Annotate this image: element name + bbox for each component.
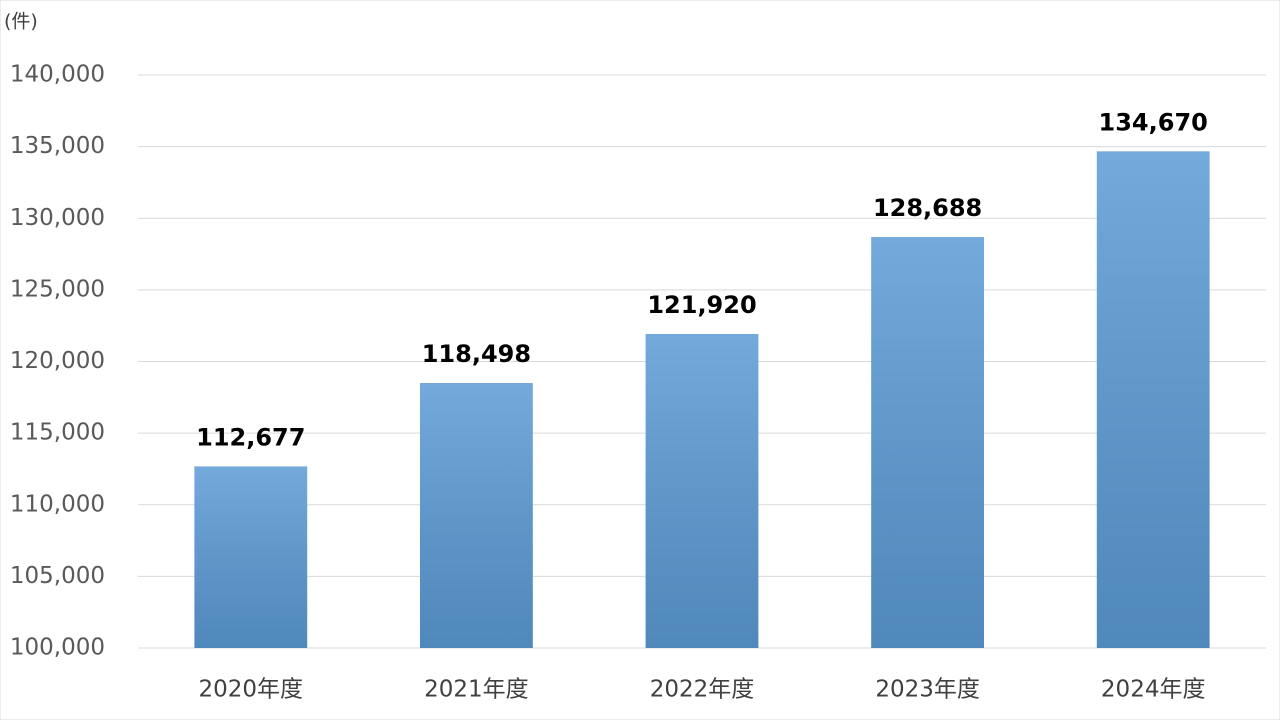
x-tick-label: 2022年度 [650, 677, 755, 703]
y-tick-label: 115,000 [10, 420, 105, 446]
bar-shade [194, 466, 308, 648]
y-tick-label: 130,000 [10, 205, 105, 231]
bar-shade [871, 237, 984, 648]
x-tick-label: 2023年度 [875, 677, 980, 703]
bar-shade [645, 333, 759, 648]
y-tick-label: 110,000 [10, 491, 105, 517]
y-tick-label: 120,000 [10, 348, 105, 374]
y-tick-label: 105,000 [10, 563, 105, 589]
data-label: 121,920 [647, 291, 756, 319]
data-label: 128,688 [873, 194, 982, 222]
x-tick-label: 2020年度 [199, 677, 304, 703]
y-tick-label: 100,000 [10, 635, 105, 661]
x-tick-label: 2021年度 [424, 677, 529, 703]
bar-shade [420, 383, 533, 648]
y-tick-label: 140,000 [10, 62, 105, 88]
x-tick-label: 2024年度 [1101, 677, 1206, 703]
bar-shade [1096, 151, 1210, 649]
data-label: 118,498 [422, 340, 531, 368]
y-tick-label: 135,000 [10, 133, 105, 159]
y-axis-label: (件) [4, 11, 38, 33]
data-label: 134,670 [1099, 108, 1208, 136]
data-label: 112,677 [196, 423, 305, 451]
y-tick-label: 125,000 [10, 276, 105, 302]
